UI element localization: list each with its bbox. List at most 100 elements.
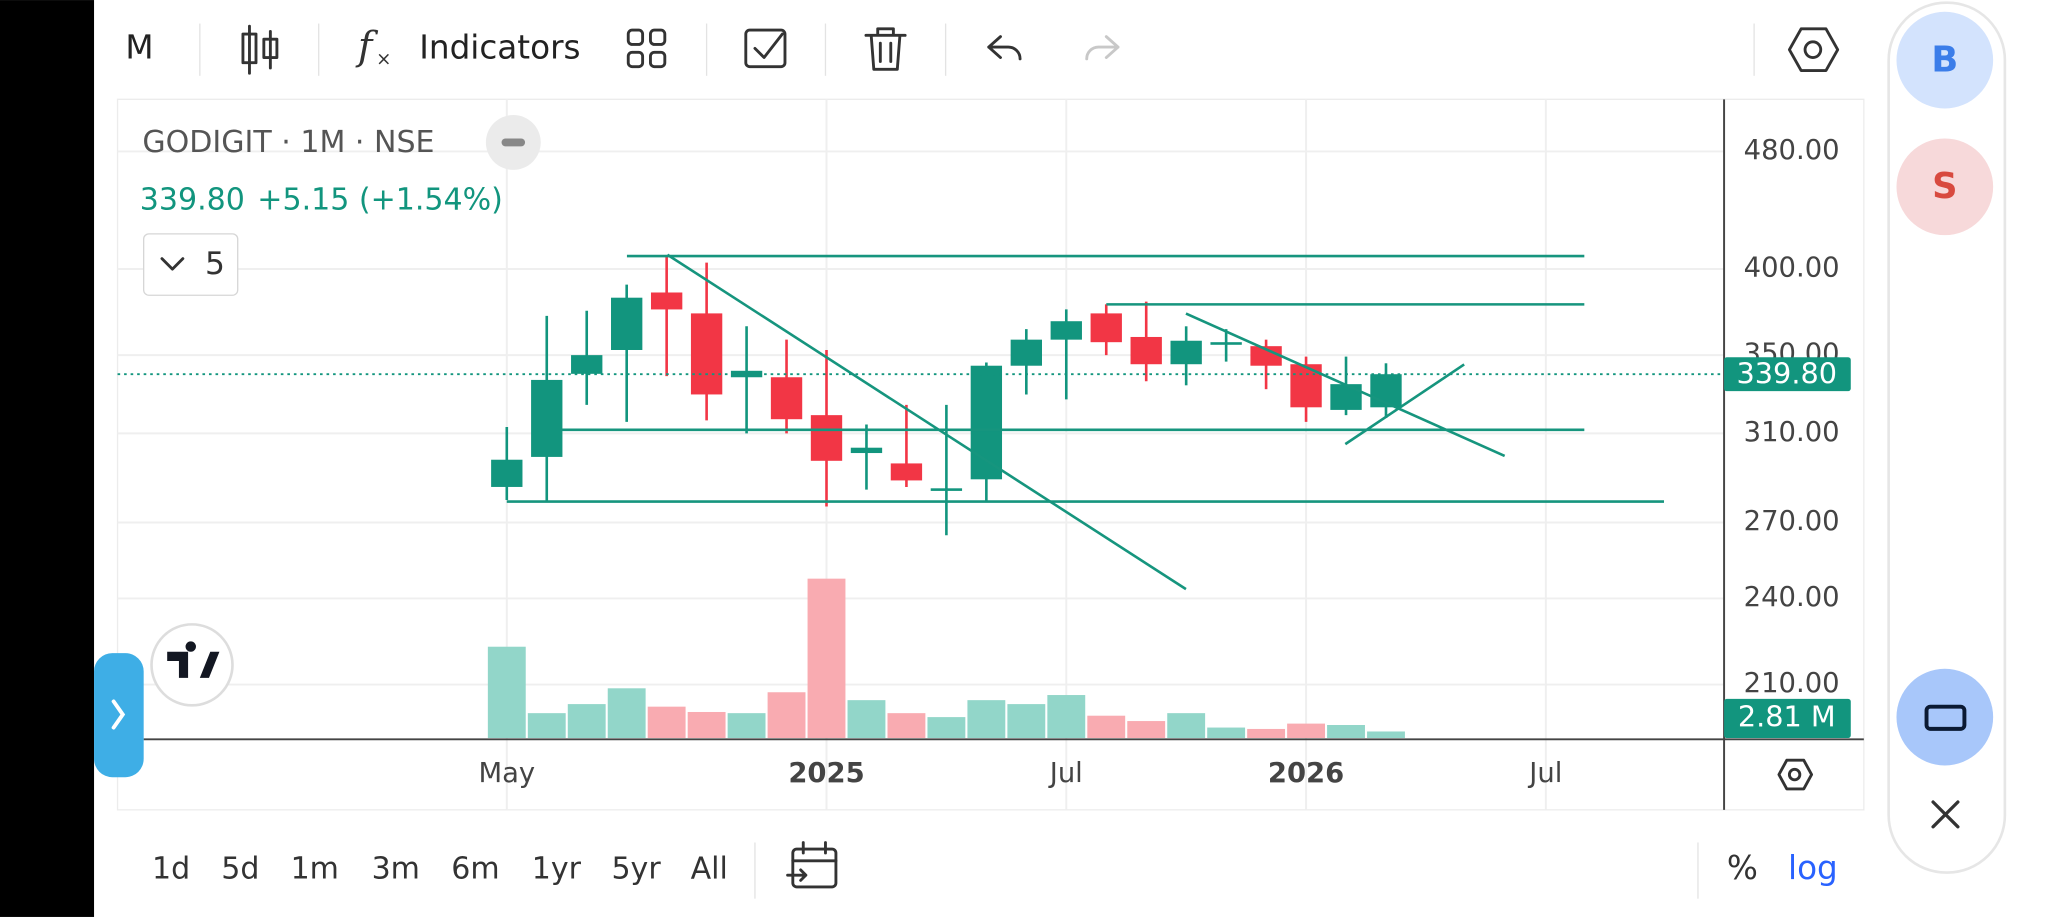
volume-bar — [1247, 728, 1286, 739]
volume-bar — [1127, 721, 1166, 739]
candle-body — [531, 379, 563, 457]
logo[interactable] — [150, 623, 234, 707]
y-tick-label: 240.00 — [1744, 582, 1840, 613]
legend: GODIGIT · 1M · NSE 339.80 +5.15 (+1.54%)… — [140, 114, 541, 296]
symbol-label[interactable]: GODIGIT · 1M · NSE — [142, 125, 434, 160]
candle-body — [930, 488, 963, 491]
window-button[interactable] — [1896, 668, 1994, 766]
candle-body — [770, 377, 803, 420]
last-volume-label: 2.81 M — [1738, 699, 1836, 733]
candle-body — [1130, 336, 1162, 365]
candle-body — [491, 459, 523, 487]
trend-line[interactable] — [1185, 312, 1506, 458]
volume-bar — [607, 688, 646, 739]
y-tick-label: 400.00 — [1744, 253, 1840, 284]
redo-button[interactable] — [1085, 35, 1120, 61]
x-tick-label: May — [478, 758, 535, 789]
volume-bar — [967, 700, 1006, 739]
candle-body — [1090, 313, 1122, 343]
drawings[interactable] — [506, 253, 1664, 591]
candle-body — [850, 447, 883, 454]
change-label: +5.15 (+1.54%) — [257, 183, 503, 218]
fx-icon-x: × — [376, 49, 391, 70]
volume-bar — [687, 711, 726, 739]
collapse-icon — [501, 138, 526, 147]
candle-body — [970, 365, 1003, 480]
layout-button[interactable] — [626, 28, 667, 69]
candle-body — [1050, 321, 1082, 340]
range-button[interactable]: 1d — [152, 851, 190, 886]
trend-line[interactable] — [1344, 363, 1465, 446]
y-tick-label: 210.00 — [1744, 668, 1840, 699]
toolbar: M f × Indicators — [125, 23, 1840, 76]
volume-bar — [1287, 723, 1326, 739]
avatar-b-label: B — [1931, 39, 1958, 80]
range-button[interactable]: 5d — [221, 851, 259, 886]
volume-bar — [1007, 704, 1046, 739]
interval-button[interactable]: M — [125, 29, 153, 67]
range-button[interactable]: 1m — [291, 851, 339, 886]
chevron-icon — [160, 257, 185, 271]
candle-body — [1250, 346, 1282, 366]
indicators-button[interactable]: f × Indicators — [355, 25, 581, 70]
x-tick-label: 2026 — [1268, 758, 1344, 789]
candle-body — [810, 415, 843, 461]
volume-bar — [1167, 713, 1206, 739]
volume-bar — [1047, 695, 1086, 739]
chart-frame — [116, 98, 1865, 811]
x-tick-label: 2025 — [788, 758, 864, 789]
volume-bar — [847, 700, 886, 739]
last-price-badge — [1724, 357, 1851, 392]
close-button[interactable] — [1931, 800, 1960, 829]
volume-bar — [767, 692, 806, 739]
date-range-button[interactable] — [786, 841, 838, 889]
candle-body — [690, 313, 723, 395]
side-panel: B S — [1887, 1, 2007, 874]
studies-toggle[interactable] — [143, 233, 239, 296]
log-button[interactable]: log — [1788, 849, 1838, 887]
side-tab[interactable] — [94, 653, 144, 778]
trend-line[interactable] — [666, 253, 1187, 591]
last-volume-badge — [1724, 698, 1851, 739]
avatar-s[interactable] — [1896, 138, 1994, 236]
volume-bar — [487, 646, 526, 739]
undo-button[interactable] — [987, 35, 1022, 61]
window-icon — [1924, 704, 1967, 731]
candle-body — [571, 355, 603, 374]
price-label: 339.80 — [140, 183, 245, 218]
candle-body — [1210, 342, 1242, 345]
candle-body — [1330, 384, 1362, 410]
x-tick-label: Jul — [1527, 758, 1562, 789]
range-button[interactable]: 3m — [372, 851, 420, 886]
candle-body — [1170, 340, 1202, 365]
y-tick-label: 310.00 — [1744, 417, 1840, 448]
candle-body — [611, 297, 643, 350]
avatar-b[interactable] — [1896, 11, 1994, 109]
range-button[interactable]: 6m — [451, 851, 499, 886]
candle-body — [890, 463, 923, 481]
chart-area: 210.00240.00270.00310.00350.00400.00480.… — [116, 98, 1865, 811]
range-button[interactable]: 5yr — [611, 851, 661, 886]
volume-bar — [1367, 731, 1405, 739]
volume-bar — [887, 713, 926, 739]
volume-bar — [527, 713, 566, 739]
percent-button[interactable]: % — [1727, 849, 1758, 887]
select-button[interactable] — [744, 28, 787, 69]
volume-bar — [727, 713, 766, 739]
volume-bar — [807, 578, 846, 739]
volume-bar — [1207, 727, 1246, 739]
range-button[interactable]: 1yr — [532, 851, 582, 886]
volume-bar — [1327, 725, 1365, 739]
candle-body — [650, 292, 683, 310]
range-button[interactable]: All — [691, 851, 728, 886]
delete-button[interactable] — [864, 27, 907, 71]
volume-bar — [927, 717, 966, 739]
indicators-label: Indicators — [419, 29, 580, 67]
chart-type-button[interactable] — [241, 24, 279, 75]
left-edge — [0, 0, 95, 917]
settings-button[interactable] — [1787, 27, 1840, 73]
avatar-s-label: S — [1932, 166, 1957, 207]
axis-settings-button[interactable] — [1777, 758, 1814, 791]
last-price-label: 339.80 — [1737, 357, 1838, 391]
